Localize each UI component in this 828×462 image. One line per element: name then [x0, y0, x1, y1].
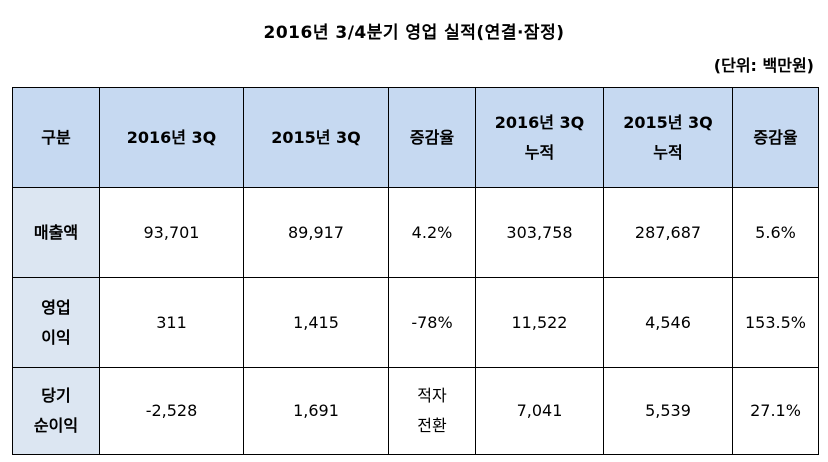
table-cell: -2,528: [99, 367, 244, 455]
table-cell: 303,758: [475, 187, 604, 278]
row-label-line: 순이익: [33, 416, 79, 435]
table-cell: 적자 전환: [388, 367, 476, 455]
row-label-line: 영업: [41, 297, 71, 317]
row-label-line: 이익: [41, 327, 71, 347]
cell-value: 5,539: [645, 401, 691, 420]
cell-value: 311: [156, 312, 187, 332]
cell-value: 303,758: [506, 222, 573, 242]
cell-value: 7,041: [516, 401, 563, 420]
table-row-revenue: 매출액 93,701 89,917 4.2% 303,758 287,687 5…: [12, 187, 819, 278]
table-cell: 93,701: [99, 187, 244, 278]
header-row: 구분 2016년 3Q 2015년 3Q 증감율 2016년 3Q 누적 201…: [12, 87, 819, 188]
header-line: 증감율: [753, 127, 798, 147]
cell-value: 전환: [417, 416, 447, 435]
cell-value: 4,546: [645, 312, 691, 332]
table-row-net-income: 당기 순이익 -2,528 1,691 적자 전환 7,041 5,539 27…: [12, 367, 819, 455]
row-label-line: 매출액: [33, 222, 79, 242]
results-table: 구분 2016년 3Q 2015년 3Q 증감율 2016년 3Q 누적 201…: [12, 87, 819, 455]
cell-value: 11,522: [511, 312, 568, 332]
header-line: 누적: [653, 142, 683, 162]
header-line: 누적: [524, 142, 555, 162]
cell-value: 1,691: [293, 401, 339, 420]
header-growth-cumulative: 증감율: [732, 87, 819, 188]
table-cell: 4,546: [603, 277, 733, 368]
table-cell: 5.6%: [732, 187, 819, 278]
table-cell: 1,691: [243, 367, 389, 455]
cell-value: -78%: [411, 312, 453, 332]
cell-value: 287,687: [634, 222, 702, 242]
table-cell: 153.5%: [732, 277, 819, 368]
table-cell: 5,539: [603, 367, 733, 455]
unit-label: (단위: 백만원): [713, 56, 814, 75]
table-cell: 4.2%: [388, 187, 476, 278]
header-2016-3q: 2016년 3Q: [99, 87, 244, 188]
table-cell: 311: [99, 277, 244, 368]
table-cell: 287,687: [603, 187, 733, 278]
header-line: 2015년 3Q: [623, 112, 713, 132]
header-line: 증감율: [409, 127, 455, 147]
table-cell: 27.1%: [732, 367, 819, 455]
table-cell: 89,917: [243, 187, 389, 278]
cell-value: 89,917: [288, 222, 344, 242]
row-label-revenue: 매출액: [12, 187, 100, 278]
cell-value: 27.1%: [750, 401, 801, 420]
page-title: 2016년 3/4분기 영업 실적(연결·잠정): [263, 23, 565, 43]
cell-value: 1,415: [293, 312, 339, 332]
header-2015-3q-cumulative: 2015년 3Q 누적: [603, 87, 733, 188]
table-cell: 7,041: [475, 367, 604, 455]
cell-value: 93,701: [143, 222, 200, 242]
header-2016-3q-cumulative: 2016년 3Q 누적: [475, 87, 604, 188]
table-cell: 1,415: [243, 277, 389, 368]
table-cell: 11,522: [475, 277, 604, 368]
header-line: 구분: [41, 127, 71, 147]
cell-value: -2,528: [145, 401, 198, 420]
cell-value: 적자: [417, 386, 447, 405]
row-label-line: 당기: [41, 386, 71, 405]
table-cell: -78%: [388, 277, 476, 368]
cell-value: 5.6%: [755, 222, 796, 242]
header-growth-quarter: 증감율: [388, 87, 476, 188]
header-line: 2016년 3Q: [126, 127, 217, 147]
header-line: 2016년 3Q: [494, 112, 585, 132]
header-category: 구분: [12, 87, 100, 188]
table-row-operating-profit: 영업 이익 311 1,415 -78% 11,522 4,546 153.5%: [12, 277, 819, 368]
header-line: 2015년 3Q: [271, 127, 361, 147]
header-2015-3q: 2015년 3Q: [243, 87, 389, 188]
row-label-net-income: 당기 순이익: [12, 367, 100, 455]
cell-value: 4.2%: [411, 222, 453, 242]
row-label-operating-profit: 영업 이익: [12, 277, 100, 368]
cell-value: 153.5%: [744, 312, 806, 332]
